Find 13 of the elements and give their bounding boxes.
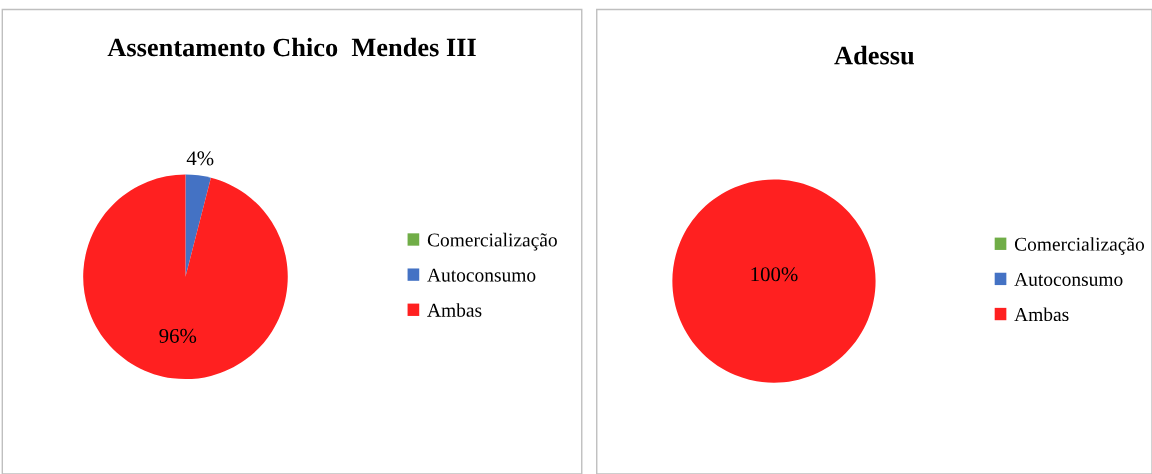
data-label: 100% — [751, 267, 798, 282]
pie-slice — [83, 174, 288, 380]
legend-label: Comercialização — [1014, 237, 1145, 255]
chart-title: Assentamento Chico Mendes III — [107, 37, 476, 57]
chart-title: Adessu — [834, 45, 914, 65]
data-label: 96% — [159, 328, 197, 343]
data-label: 4% — [186, 151, 214, 166]
pie-slice — [185, 174, 211, 277]
legend-label: Autoconsumo — [1014, 272, 1123, 286]
legend-label: Ambas — [1014, 307, 1069, 322]
legend-label: Ambas — [427, 303, 482, 317]
legend-label: Autoconsumo — [427, 268, 536, 282]
legend-label: Comercialização — [427, 232, 557, 251]
